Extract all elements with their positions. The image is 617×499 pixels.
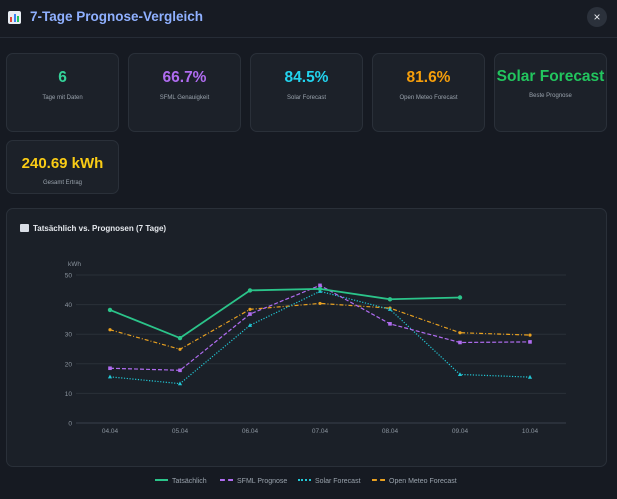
data-point [387,297,393,302]
data-point [178,368,182,373]
data-point [527,374,533,379]
y-tick-label: 30 [65,332,73,339]
data-point [318,301,322,306]
data-point [388,322,392,326]
stat-value: 240.69 kWh [21,155,104,172]
data-point [387,307,393,311]
legend-swatch [155,479,168,481]
stat-label: Beste Prognose [529,93,572,99]
stat-value: 84.5% [284,69,329,86]
x-tick-label: 04.04 [102,428,119,435]
y-tick-label: 40 [65,302,73,309]
stat-card-solar-forecast: 84.5% Solar Forecast [250,53,363,132]
data-point [528,333,532,337]
x-tick-label: 07.04 [312,428,329,435]
stat-value: 6 [58,69,67,86]
y-tick-label: 20 [65,361,73,368]
chart-panel [6,208,607,467]
data-point [178,347,182,351]
stat-label: Open Meteo Forecast [399,95,458,101]
legend-swatch [220,479,233,481]
stat-card-days: 6 Tage mit Daten [6,53,119,132]
data-point [317,286,323,292]
legend-label: SFML Prognose [237,478,288,485]
data-point [107,374,113,379]
x-tick-label: 05.04 [172,428,189,435]
legend-item-sfml-prognose[interactable]: SFML Prognose [220,478,287,485]
x-tick-label: 08.04 [382,428,399,435]
data-point [457,372,463,377]
data-point [107,307,113,313]
bar-chart-icon [8,11,21,24]
stat-card-open-meteo: 81.6% Open Meteo Forecast [372,53,485,132]
series-line-tatsächlich [109,288,461,340]
series-line-open-meteo-forecast [109,302,531,350]
legend-swatch [298,479,311,481]
data-point [458,340,462,345]
x-tick-label: 06.04 [242,428,259,435]
data-point [108,366,112,371]
data-point [318,283,322,288]
series-line-sfml-prognose [109,284,531,371]
close-button[interactable]: × [587,7,607,27]
x-tick-label: 10.04 [522,428,539,435]
x-tick-label: 09.04 [452,428,469,435]
stat-label: Tage mit Daten [42,95,83,101]
data-point [247,288,253,293]
legend-label: Tatsächlich [172,478,207,485]
y-tick-label: 0 [68,421,72,428]
legend-swatch [372,479,385,481]
stat-label: Solar Forecast [286,95,326,101]
legend-item-solar-forecast[interactable]: Solar Forecast [298,478,361,485]
stat-value: Solar Forecast [496,68,605,85]
legend-item-open-meteo-forecast[interactable]: Open Meteo Forecast [372,478,457,485]
y-axis-label: kWh [68,261,81,268]
stat-value: 66.7% [162,69,207,86]
data-point [248,307,252,311]
y-tick-label: 10 [65,391,73,398]
stat-label: SFML Genauigkeit [159,95,210,101]
chart-line-icon [20,224,29,232]
data-point [457,295,463,300]
data-point [177,335,183,341]
stat-value: 81.6% [406,69,451,86]
legend-label: Open Meteo Forecast [389,478,457,485]
chart-legend: Tatsächlich SFML Prognose Solar Forecast Op… [0,478,617,490]
data-point [248,312,252,316]
chart-title: Tatsächlich vs. Prognosen (7 Tage) [20,224,166,233]
data-point [458,331,462,335]
y-tick-label: 50 [65,273,73,280]
dialog-header: 7-Tage Prognose-Vergleich × [0,0,617,38]
stat-label: Gesamt Ertrag [42,180,82,186]
legend-item-tatsächlich[interactable]: Tatsächlich [155,478,207,485]
chart-title-text: Tatsächlich vs. Prognosen (7 Tage) [33,224,167,233]
data-point [108,328,112,332]
data-point [528,340,532,344]
data-point [247,323,253,327]
dialog-title: 7-Tage Prognose-Vergleich [30,9,204,24]
data-point [177,381,183,386]
stat-card-best-forecast: Solar Forecast Beste Prognose [494,53,607,132]
stat-card-sfml-accuracy: 66.7% SFML Genauigkeit [128,53,241,132]
legend-label: Solar Forecast [315,478,361,485]
stat-card-total-yield: 240.69 kWh Gesamt Ertrag [6,140,119,194]
